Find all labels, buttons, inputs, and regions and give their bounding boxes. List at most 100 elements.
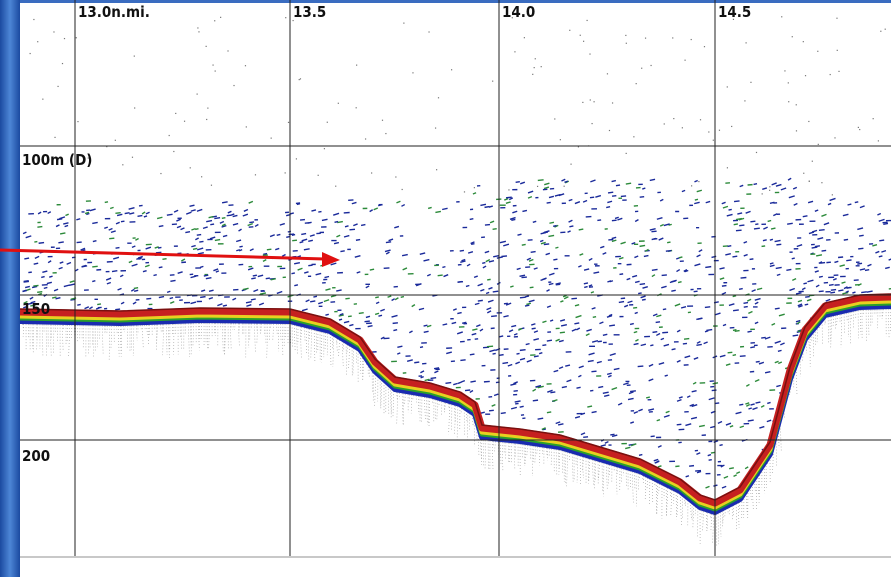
- echo-mark: [857, 283, 862, 287]
- echo-mark: [606, 315, 613, 318]
- echo-mark: [537, 385, 544, 389]
- echo-mark: [360, 223, 366, 227]
- noise-dot: [817, 143, 819, 145]
- echo-mark: [685, 475, 690, 478]
- echo-mark: [653, 458, 659, 462]
- echo-mark: [689, 403, 695, 407]
- echo-mark: [693, 356, 699, 360]
- bed-tail: [162, 318, 165, 356]
- echo-mark: [23, 305, 28, 309]
- echo-mark: [406, 359, 413, 363]
- echo-mark: [396, 200, 401, 204]
- echo-mark: [221, 223, 226, 227]
- echo-mark: [162, 257, 167, 261]
- echo-mark: [772, 213, 778, 217]
- noise-dot: [371, 172, 373, 174]
- echo-mark: [629, 322, 634, 326]
- noise-dot: [57, 85, 59, 88]
- echo-mark: [640, 295, 646, 299]
- echo-mark: [30, 300, 36, 304]
- echo-mark: [208, 289, 214, 292]
- echo-mark: [498, 335, 504, 338]
- echo-mark: [649, 228, 656, 231]
- echo-mark: [51, 296, 57, 299]
- noise-dot: [536, 185, 539, 188]
- echo-mark: [611, 194, 617, 197]
- echo-mark: [546, 201, 551, 204]
- echo-mark: [575, 314, 582, 319]
- echo-mark: [301, 238, 308, 242]
- noise-dot: [857, 126, 859, 129]
- echo-mark: [710, 451, 715, 454]
- echo-mark: [257, 274, 264, 278]
- echo-mark: [618, 300, 625, 304]
- echo-mark: [511, 324, 517, 328]
- echo-mark: [279, 222, 286, 226]
- echo-mark: [843, 286, 848, 290]
- noise-dot: [589, 99, 591, 101]
- echo-mark: [755, 401, 761, 404]
- echo-mark: [128, 206, 135, 210]
- echo-mark: [837, 256, 844, 259]
- echo-mark: [558, 193, 565, 197]
- echo-mark: [460, 260, 466, 263]
- noise-dot: [37, 41, 39, 43]
- echo-mark: [374, 312, 380, 316]
- bed-tail: [558, 443, 561, 475]
- echo-mark: [487, 278, 491, 281]
- echo-mark: [750, 220, 756, 223]
- echo-mark: [23, 300, 28, 305]
- bed-tail: [823, 313, 826, 325]
- echo-mark: [667, 241, 671, 244]
- echo-mark: [867, 263, 872, 267]
- bed-tail: [198, 316, 201, 342]
- echo-mark: [734, 329, 740, 333]
- echo-mark: [797, 299, 803, 303]
- echo-mark: [144, 264, 150, 268]
- echo-mark: [26, 302, 33, 306]
- echo-mark: [513, 389, 518, 392]
- noise-dot: [451, 69, 453, 71]
- echo-mark: [281, 253, 286, 257]
- echo-mark: [754, 297, 761, 301]
- bed-tail: [396, 386, 399, 426]
- echo-mark: [750, 346, 756, 349]
- echo-mark: [470, 241, 475, 245]
- noise-dot: [808, 180, 810, 182]
- echo-mark: [180, 227, 185, 231]
- echo-mark: [623, 382, 629, 386]
- echo-mark: [236, 239, 242, 243]
- echo-mark: [602, 251, 607, 255]
- echo-mark: [792, 186, 798, 190]
- echo-mark: [589, 389, 594, 392]
- echo-mark: [751, 289, 756, 293]
- noise-dot: [114, 139, 116, 141]
- echo-mark: [763, 226, 768, 230]
- echo-mark: [380, 336, 385, 340]
- echo-mark: [321, 218, 328, 222]
- echo-mark: [676, 329, 681, 333]
- bed-tail: [224, 317, 227, 357]
- echo-mark: [671, 348, 676, 351]
- noise-dot: [133, 55, 135, 57]
- bed-tail: [395, 386, 398, 400]
- noise-dot: [434, 127, 437, 129]
- echo-mark: [663, 343, 670, 347]
- noise-dot: [554, 118, 556, 120]
- echo-mark: [34, 255, 40, 259]
- echo-mark: [533, 355, 539, 358]
- echo-mark: [881, 249, 887, 253]
- echo-mark: [53, 288, 59, 292]
- echo-mark: [714, 312, 721, 316]
- echo-mark: [721, 485, 727, 489]
- echo-mark: [402, 267, 408, 271]
- echo-mark: [766, 419, 772, 423]
- echo-mark: [832, 277, 837, 281]
- echo-mark: [115, 308, 121, 311]
- echo-mark: [294, 262, 301, 265]
- noise-dot: [672, 37, 674, 39]
- bed-tail: [417, 389, 420, 414]
- echo-mark: [181, 258, 186, 262]
- echo-mark: [787, 177, 792, 181]
